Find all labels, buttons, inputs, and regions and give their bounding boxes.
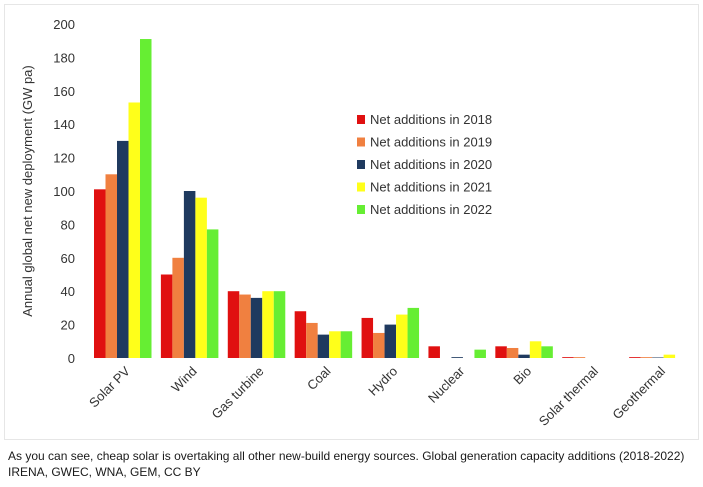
y-tick-label: 160 xyxy=(53,84,75,99)
figure-caption: As you can see, cheap solar is overtakin… xyxy=(8,449,685,463)
legend-swatch xyxy=(357,160,365,169)
x-tick-label: Hydro xyxy=(365,364,400,399)
bar xyxy=(573,357,586,358)
x-tick-label: Solar PV xyxy=(86,363,133,410)
bar xyxy=(340,331,353,358)
y-tick-label: 100 xyxy=(53,184,75,199)
x-tick-label: Gas turbine xyxy=(209,364,267,422)
y-tick-label: 200 xyxy=(53,17,75,32)
bar xyxy=(117,140,129,358)
bar xyxy=(361,317,374,358)
x-tick-label: Nuclear xyxy=(425,363,468,406)
bar xyxy=(329,331,341,358)
bar xyxy=(227,291,240,358)
bar xyxy=(172,257,184,358)
legend-label: Net additions in 2022 xyxy=(370,202,492,217)
bar xyxy=(294,311,307,358)
bar xyxy=(629,357,641,358)
bar xyxy=(506,347,519,358)
x-tick-label: Bio xyxy=(510,364,534,388)
bar xyxy=(663,354,676,358)
y-axis-title: Annual global net new deployment (GW pa) xyxy=(20,65,35,316)
bar xyxy=(384,324,397,358)
legend-label: Net additions in 2020 xyxy=(370,157,492,172)
bar xyxy=(317,334,330,358)
y-tick-label: 20 xyxy=(61,318,75,333)
bar xyxy=(206,229,219,358)
bar xyxy=(652,357,664,358)
bar xyxy=(250,297,263,358)
legend-swatch xyxy=(357,137,365,147)
bar xyxy=(428,346,440,358)
bar xyxy=(262,291,274,358)
x-tick-label: Geothermal xyxy=(609,363,668,422)
bar xyxy=(128,102,140,359)
bar xyxy=(541,346,553,358)
y-tick-label: 180 xyxy=(53,50,75,65)
bar-chart: 0 20 40 60 80 100 120 140 160 180 200 Annual global… xyxy=(20,17,676,429)
y-tick-label: 120 xyxy=(53,151,75,166)
y-tick-label: 80 xyxy=(61,217,75,232)
bar xyxy=(239,294,251,358)
x-tick-label: Solar thermal xyxy=(536,363,601,428)
bar xyxy=(140,39,152,358)
bar xyxy=(407,307,420,358)
bar xyxy=(160,274,173,358)
bar xyxy=(640,357,653,358)
bar xyxy=(273,291,286,358)
bar xyxy=(562,357,574,358)
legend-label: Net additions in 2019 xyxy=(370,135,492,150)
y-tick-label: 140 xyxy=(53,117,75,132)
bar xyxy=(474,349,486,358)
bar xyxy=(195,197,207,358)
chart-figure: 0 20 40 60 80 100 120 140 160 180 200 Annual global… xyxy=(4,4,699,440)
y-tick-label: 40 xyxy=(61,284,75,299)
figure-credit: IRENA, GWEC, WNA, GEM, CC BY xyxy=(8,465,201,479)
bar xyxy=(105,174,117,358)
bar xyxy=(306,322,318,358)
legend-swatch xyxy=(357,115,365,124)
bar xyxy=(518,354,530,358)
legend-swatch xyxy=(357,205,365,214)
bar xyxy=(373,332,385,358)
bar xyxy=(183,191,196,358)
bar xyxy=(529,341,542,358)
y-tick-label: 60 xyxy=(61,251,75,266)
x-tick-label: Wind xyxy=(168,364,200,396)
y-tick-label: 0 xyxy=(68,351,75,366)
legend-label: Net additions in 2021 xyxy=(370,180,492,195)
bar xyxy=(495,346,507,358)
bar xyxy=(451,357,463,358)
bar xyxy=(94,189,106,358)
legend-label: Net additions in 2018 xyxy=(370,112,492,127)
bar xyxy=(396,314,408,358)
x-tick-label: Coal xyxy=(304,363,334,393)
legend-swatch xyxy=(357,182,365,192)
